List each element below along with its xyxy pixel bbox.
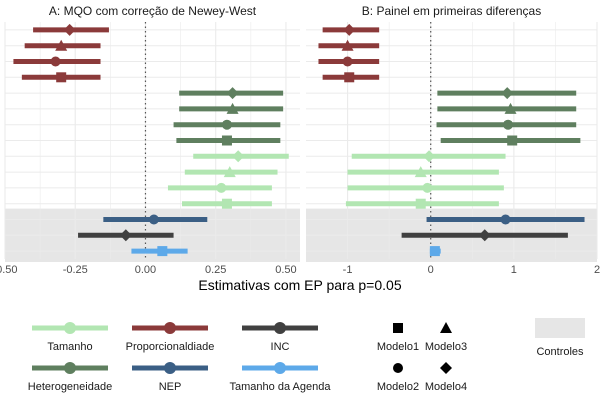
legend-item-modelo2: Modelo2 xyxy=(377,363,419,393)
point-tamanho-modelo1 xyxy=(221,198,232,209)
legend-item-tamanho: Tamanho xyxy=(32,322,108,353)
panel-a: -0.50 -0.25 0.00 0.25 0.50 A: MQO com correçã… xyxy=(0,4,300,276)
triangle-icon xyxy=(440,322,452,333)
point-proporcionaldiade-modelo2 xyxy=(50,56,61,67)
x-tick-label: -0.50 xyxy=(0,264,18,276)
point-proporcionaldiade-modelo4 xyxy=(63,23,76,36)
legend-label: Tamanho da Agenda xyxy=(230,381,332,393)
legend-item-modelo1: Modelo1 xyxy=(377,323,419,353)
point-heterogeneidade-modelo3 xyxy=(226,102,239,114)
legend-label: Proporcionaldiade xyxy=(126,341,215,353)
point-proporcionaldiade-modelo4 xyxy=(343,23,356,36)
x-tick-label: 1 xyxy=(511,264,517,276)
legend-key-point xyxy=(64,362,76,374)
point-proporcionaldiade-modelo1 xyxy=(56,72,67,83)
legend-label: Tamanho xyxy=(47,341,92,353)
point-heterogeneidade-modelo2 xyxy=(503,119,514,130)
point-heterogeneidade-modelo2 xyxy=(221,119,232,130)
point-proporcionaldiade-modelo1 xyxy=(344,72,355,83)
point-tamanho-da-agenda-modelo1 xyxy=(429,246,440,257)
panel-title: A: MQO com correção de Newey-West xyxy=(49,4,257,18)
panel-title: B: Painel em primeiras diferenças xyxy=(362,4,541,18)
point-proporcionaldiade-modelo3 xyxy=(341,39,354,51)
x-tick-label: -1 xyxy=(343,264,353,276)
square-icon xyxy=(393,323,403,333)
x-tick-label: -0.25 xyxy=(63,264,88,276)
legend-label: Heterogeneidade xyxy=(28,381,112,393)
legend-item-proporcionaldiade: Proporcionaldiade xyxy=(126,322,215,353)
x-tick-label: 0.25 xyxy=(205,264,226,276)
legend-label: Controles xyxy=(536,346,584,358)
x-axis-label: Estimativas com EP para p=0.05 xyxy=(198,277,401,293)
legend-label: Modelo1 xyxy=(377,341,419,353)
point-heterogeneidade-modelo1 xyxy=(507,135,518,146)
legend-key-point xyxy=(164,322,176,334)
legend-key-point xyxy=(274,362,286,374)
point-tamanho-da-agenda-modelo1 xyxy=(157,246,168,257)
point-heterogeneidade-modelo4 xyxy=(226,87,239,100)
x-tick-label: 2 xyxy=(594,264,600,276)
diamond-icon xyxy=(440,362,452,374)
legend-key-point xyxy=(64,322,76,334)
legend-item-inc: INC xyxy=(242,322,318,353)
x-tick-label: 0.50 xyxy=(275,264,296,276)
point-heterogeneidade-modelo1 xyxy=(221,135,232,146)
legend-label: Modelo2 xyxy=(377,381,419,393)
legend-key-point xyxy=(164,362,176,374)
point-tamanho-modelo1 xyxy=(415,198,426,209)
legend-key-band xyxy=(535,318,585,338)
point-heterogeneidade-modelo3 xyxy=(504,102,517,114)
legend-label: Modelo3 xyxy=(425,341,467,353)
point-nep-modelo2 xyxy=(148,214,159,225)
legend-label: NEP xyxy=(159,381,182,393)
x-tick-label: 0 xyxy=(428,264,434,276)
legend-item-modelo4: Modelo4 xyxy=(425,362,467,393)
circle-icon xyxy=(393,363,403,373)
legend-label: Modelo4 xyxy=(425,381,467,393)
legend-item-nep: NEP xyxy=(132,362,208,393)
legend-item-tamanho-da-agenda: Tamanho da Agenda xyxy=(230,362,332,393)
legend: Tamanho Proporcionaldiade INC Heterogeneida… xyxy=(28,318,585,393)
point-inc-modelo4 xyxy=(478,229,491,242)
point-tamanho-modelo2 xyxy=(216,182,227,193)
legend-label: INC xyxy=(271,341,290,353)
x-tick-label: 0.00 xyxy=(135,264,156,276)
point-heterogeneidade-modelo4 xyxy=(501,87,514,100)
panel-b: -1 0 1 2 B: Painel em primeiras diferenças xyxy=(306,4,600,276)
point-tamanho-modelo3 xyxy=(414,166,427,178)
point-proporcionaldiade-modelo3 xyxy=(55,39,68,51)
legend-item-heterogeneidade: Heterogeneidade xyxy=(28,362,112,393)
legend-item-controles: Controles xyxy=(535,318,585,358)
legend-key-point xyxy=(274,322,286,334)
point-inc-modelo4 xyxy=(119,229,132,242)
point-nep-modelo2 xyxy=(500,214,511,225)
legend-item-modelo3: Modelo3 xyxy=(425,322,467,353)
point-tamanho-modelo2 xyxy=(422,182,433,193)
point-tamanho-modelo4 xyxy=(232,150,245,163)
point-tamanho-modelo3 xyxy=(223,166,236,178)
point-tamanho-modelo4 xyxy=(423,150,436,163)
point-proporcionaldiade-modelo2 xyxy=(342,56,353,67)
